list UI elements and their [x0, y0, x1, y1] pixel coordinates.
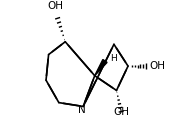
Text: N: N	[78, 105, 85, 115]
Circle shape	[110, 41, 118, 48]
Circle shape	[45, 51, 52, 58]
Circle shape	[42, 77, 50, 84]
Text: OH: OH	[149, 61, 165, 71]
Circle shape	[62, 38, 69, 45]
Polygon shape	[95, 59, 107, 76]
Circle shape	[80, 103, 87, 110]
Text: OH: OH	[48, 1, 64, 11]
Text: H: H	[110, 54, 117, 63]
Text: OH: OH	[113, 107, 129, 117]
Circle shape	[124, 62, 132, 70]
Circle shape	[55, 99, 62, 106]
Circle shape	[113, 87, 120, 94]
Circle shape	[91, 72, 98, 79]
